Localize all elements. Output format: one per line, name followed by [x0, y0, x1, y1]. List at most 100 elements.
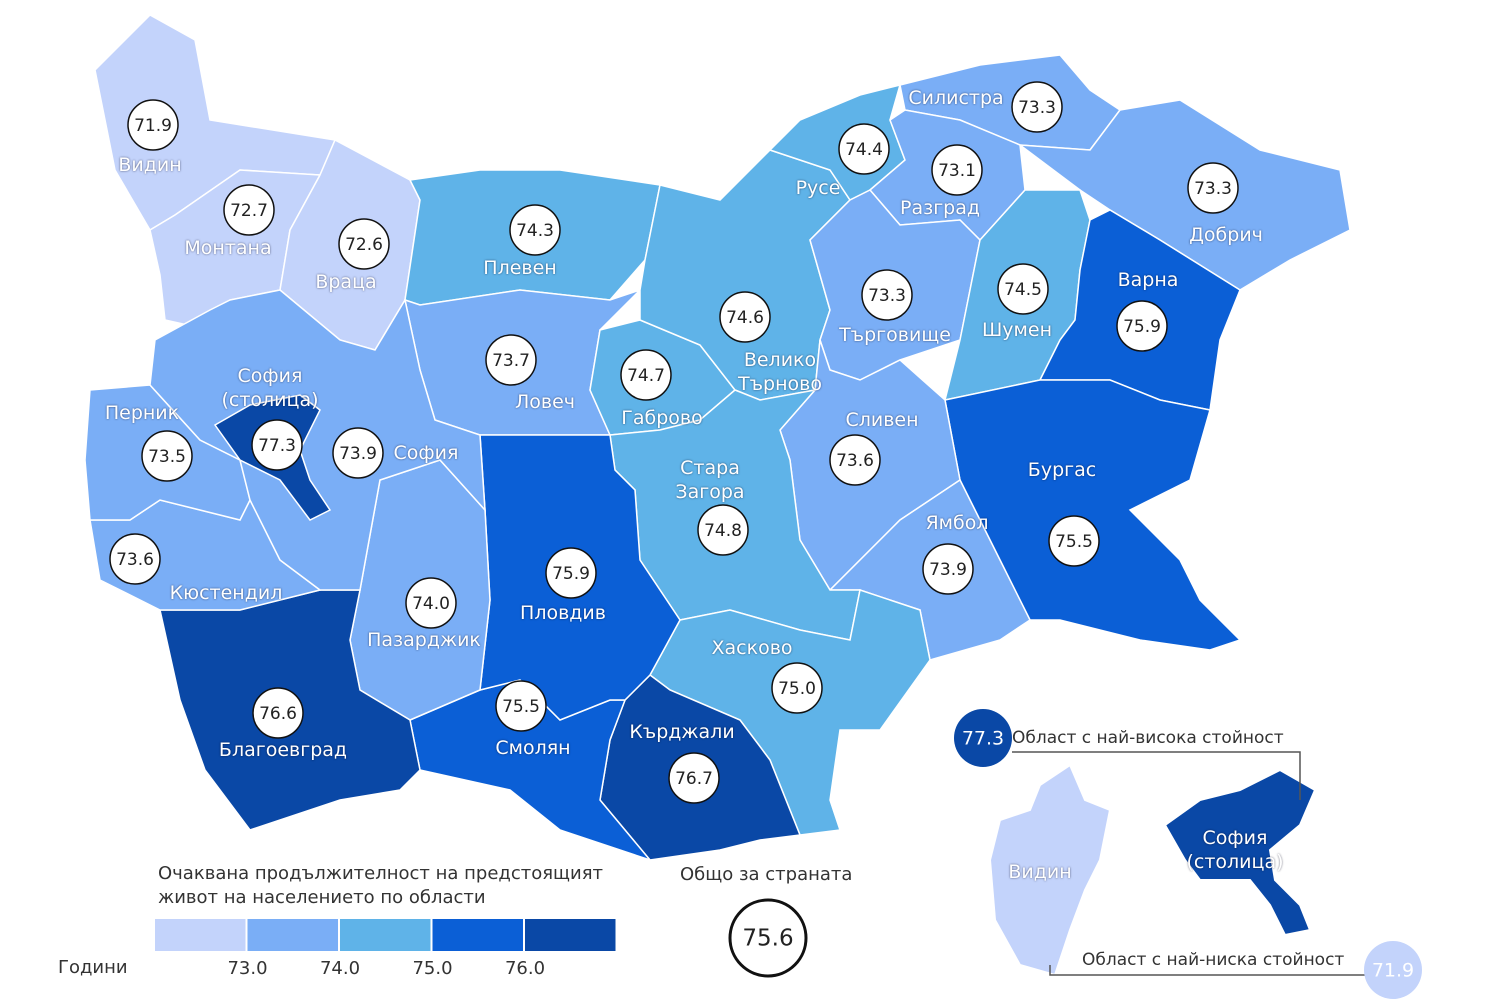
- region-name: Благоевград: [218, 739, 348, 761]
- connector: [1012, 751, 1301, 800]
- region-name: Търговище: [839, 324, 951, 346]
- total-label: Общо за страната: [680, 864, 853, 885]
- region-name: Бургас: [1027, 459, 1097, 481]
- region-name: Сливен: [845, 409, 919, 431]
- region-name: Разград: [899, 197, 981, 219]
- value-circle: [771, 662, 823, 714]
- value-label: 73.9: [929, 560, 967, 580]
- value-label: 73.5: [148, 447, 186, 467]
- value-label: 73.3: [868, 286, 906, 306]
- value-circle: [109, 533, 161, 585]
- value-label: 74.6: [726, 308, 764, 328]
- region-markers: 71.9 72.7 72.6 74.3 73.7 74.7 74.6 74.4 73.3 73.1…: [109, 81, 1239, 804]
- highest-label: Област с най-висока стойност: [1012, 728, 1284, 748]
- value-circle: [332, 427, 384, 479]
- value-circle: [545, 547, 597, 599]
- value-label: 76.6: [259, 704, 297, 724]
- value-label: 74.3: [516, 221, 554, 241]
- region-name: Стара Загора: [675, 457, 745, 503]
- highest-value: 77.3: [962, 728, 1004, 750]
- region-name: Враца: [315, 271, 377, 293]
- value-circle: [405, 577, 457, 629]
- total-value: 75.6: [742, 926, 793, 952]
- value-circle: [1011, 81, 1063, 133]
- value-label: 75.5: [502, 697, 540, 717]
- lowest-value: 71.9: [1372, 960, 1414, 982]
- value-label: 77.3: [258, 436, 296, 456]
- legend-swatch: [155, 919, 246, 951]
- region-name: Добрич: [1189, 224, 1263, 246]
- region: [149, 289, 486, 591]
- legend-tick-label: 75.0: [412, 958, 452, 979]
- total-circle: [728, 898, 808, 978]
- value-label: 74.4: [845, 140, 883, 160]
- value-label: 76.7: [675, 769, 713, 789]
- region-name: Кърджали: [629, 721, 735, 743]
- region-name: Пазарджик: [367, 629, 481, 651]
- inset-vidin-shape: [988, 763, 1112, 977]
- value-label: 73.6: [836, 451, 874, 471]
- highest-circle: [954, 709, 1012, 767]
- region-name: Кюстендил: [169, 582, 283, 604]
- region-name: Плевен: [483, 257, 557, 279]
- region-name: София: [393, 442, 459, 464]
- value-label: 72.7: [230, 201, 268, 221]
- lowest-label: Област с най-ниска стойност: [1082, 950, 1345, 970]
- value-label: 73.3: [1018, 98, 1056, 118]
- region-name: Шумен: [981, 319, 1053, 341]
- legend-tick-label: 73.0: [227, 958, 267, 979]
- value-circle: [838, 123, 890, 175]
- region-name: Русе: [795, 177, 841, 199]
- value-label: 73.1: [938, 161, 976, 181]
- region-name: Перник: [104, 402, 180, 424]
- region-name: София (столица): [221, 365, 319, 411]
- value-circle: [861, 269, 913, 321]
- value-circle: [509, 204, 561, 256]
- value-label: 74.7: [627, 366, 665, 386]
- region-name: Варна: [1117, 269, 1179, 291]
- value-label: 75.9: [1123, 317, 1161, 337]
- value-label: 73.3: [1194, 179, 1232, 199]
- region-name: Смолян: [495, 737, 571, 759]
- inset: 77.3 71.9 75.6: [728, 709, 1422, 999]
- region-name: Ловеч: [514, 391, 576, 413]
- inset-capital-shape: [1163, 768, 1317, 937]
- value-circle: [620, 349, 672, 401]
- value-circle: [1048, 515, 1100, 567]
- value-label: 74.5: [1004, 280, 1042, 300]
- region-name: Габрово: [621, 407, 703, 429]
- value-label: 74.8: [704, 521, 742, 541]
- value-circle: [127, 99, 179, 151]
- legend-swatch: [432, 919, 523, 951]
- legend-swatch: [340, 919, 431, 951]
- value-circle: [829, 434, 881, 486]
- legend-tick-label: 76.0: [505, 958, 545, 979]
- value-label: 73.6: [116, 550, 154, 570]
- connector: [1049, 965, 1365, 976]
- value-circle: [252, 687, 304, 739]
- legend-tick-label: 74.0: [320, 958, 360, 979]
- value-circle: [1116, 300, 1168, 352]
- value-label: 75.0: [778, 679, 816, 699]
- value-circle: [697, 504, 749, 556]
- region-name: Монтана: [184, 237, 272, 259]
- region-name: Пловдив: [520, 602, 606, 624]
- value-circle: [1187, 162, 1239, 214]
- legend-swatch: [247, 919, 338, 951]
- inset-region-name: Видин: [1008, 861, 1072, 883]
- value-circle: [495, 680, 547, 732]
- region-name: Велико Търново: [738, 349, 822, 395]
- value-circle: [997, 263, 1049, 315]
- value-circle: [719, 291, 771, 343]
- legend-swatch: [525, 919, 616, 951]
- value-circle: [668, 752, 720, 804]
- region-name: Ямбол: [925, 512, 989, 534]
- value-circle: [931, 144, 983, 196]
- value-label: 71.9: [134, 116, 172, 136]
- value-circle: [251, 419, 303, 471]
- value-label: 75.5: [1055, 532, 1093, 552]
- region-name: Хасково: [711, 637, 793, 659]
- region-name: Силистра: [908, 87, 1004, 109]
